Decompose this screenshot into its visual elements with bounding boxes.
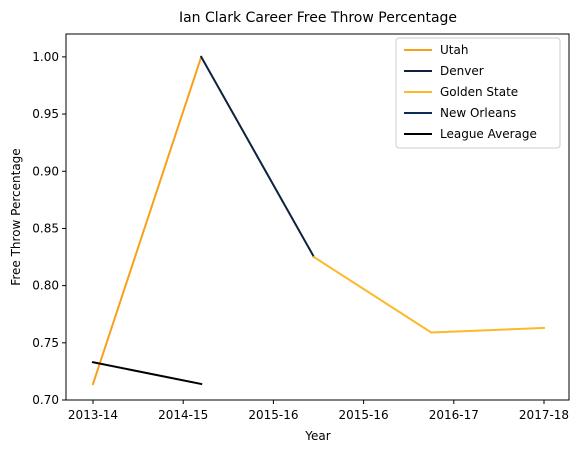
- series-line-denver: [199, 55, 316, 259]
- x-tick-label: 2015-16: [339, 408, 389, 422]
- legend-label: New Orleans: [440, 106, 516, 120]
- y-tick-label: 0.80: [32, 279, 59, 293]
- series-line-utah: [91, 55, 203, 386]
- y-tick-label: 1.00: [32, 50, 59, 64]
- y-axis-title: Free Throw Percentage: [9, 148, 23, 285]
- legend-label: Golden State: [440, 85, 518, 99]
- legend-label: Denver: [440, 64, 484, 78]
- y-tick-label: 0.95: [32, 107, 59, 121]
- legend-label: Utah: [440, 43, 468, 57]
- x-axis: 2013-14 2014-15 2015-16 2015-16 2016-17 2017-…: [68, 400, 569, 422]
- legend: Utah Denver Golden State New Orleans League …: [395, 37, 561, 149]
- y-tick-label: 0.75: [32, 336, 59, 350]
- x-tick-label: 2014-15: [158, 408, 208, 422]
- series-line-golden-state: [312, 255, 546, 334]
- x-tick-label: 2016-17: [429, 408, 479, 422]
- y-tick-label: 0.85: [32, 221, 59, 235]
- x-tick-label: 2017-18: [519, 408, 569, 422]
- y-axis: 0.70 0.75 0.80 0.85 0.90 0.95 1.00: [32, 50, 66, 407]
- legend-box: [395, 37, 561, 149]
- legend-label: League Average: [440, 127, 537, 141]
- chart-title: Ian Clark Career Free Throw Percentage: [179, 10, 457, 26]
- x-axis-title: Year: [304, 429, 330, 443]
- x-tick-label: 2013-14: [68, 408, 118, 422]
- y-tick-label: 0.90: [32, 164, 59, 178]
- plot-lines: [91, 55, 546, 386]
- y-tick-label: 0.70: [32, 393, 59, 407]
- series-line-league-average: [91, 361, 203, 386]
- x-tick-label: 2015-16: [248, 408, 298, 422]
- plot-frame: [65, 33, 570, 401]
